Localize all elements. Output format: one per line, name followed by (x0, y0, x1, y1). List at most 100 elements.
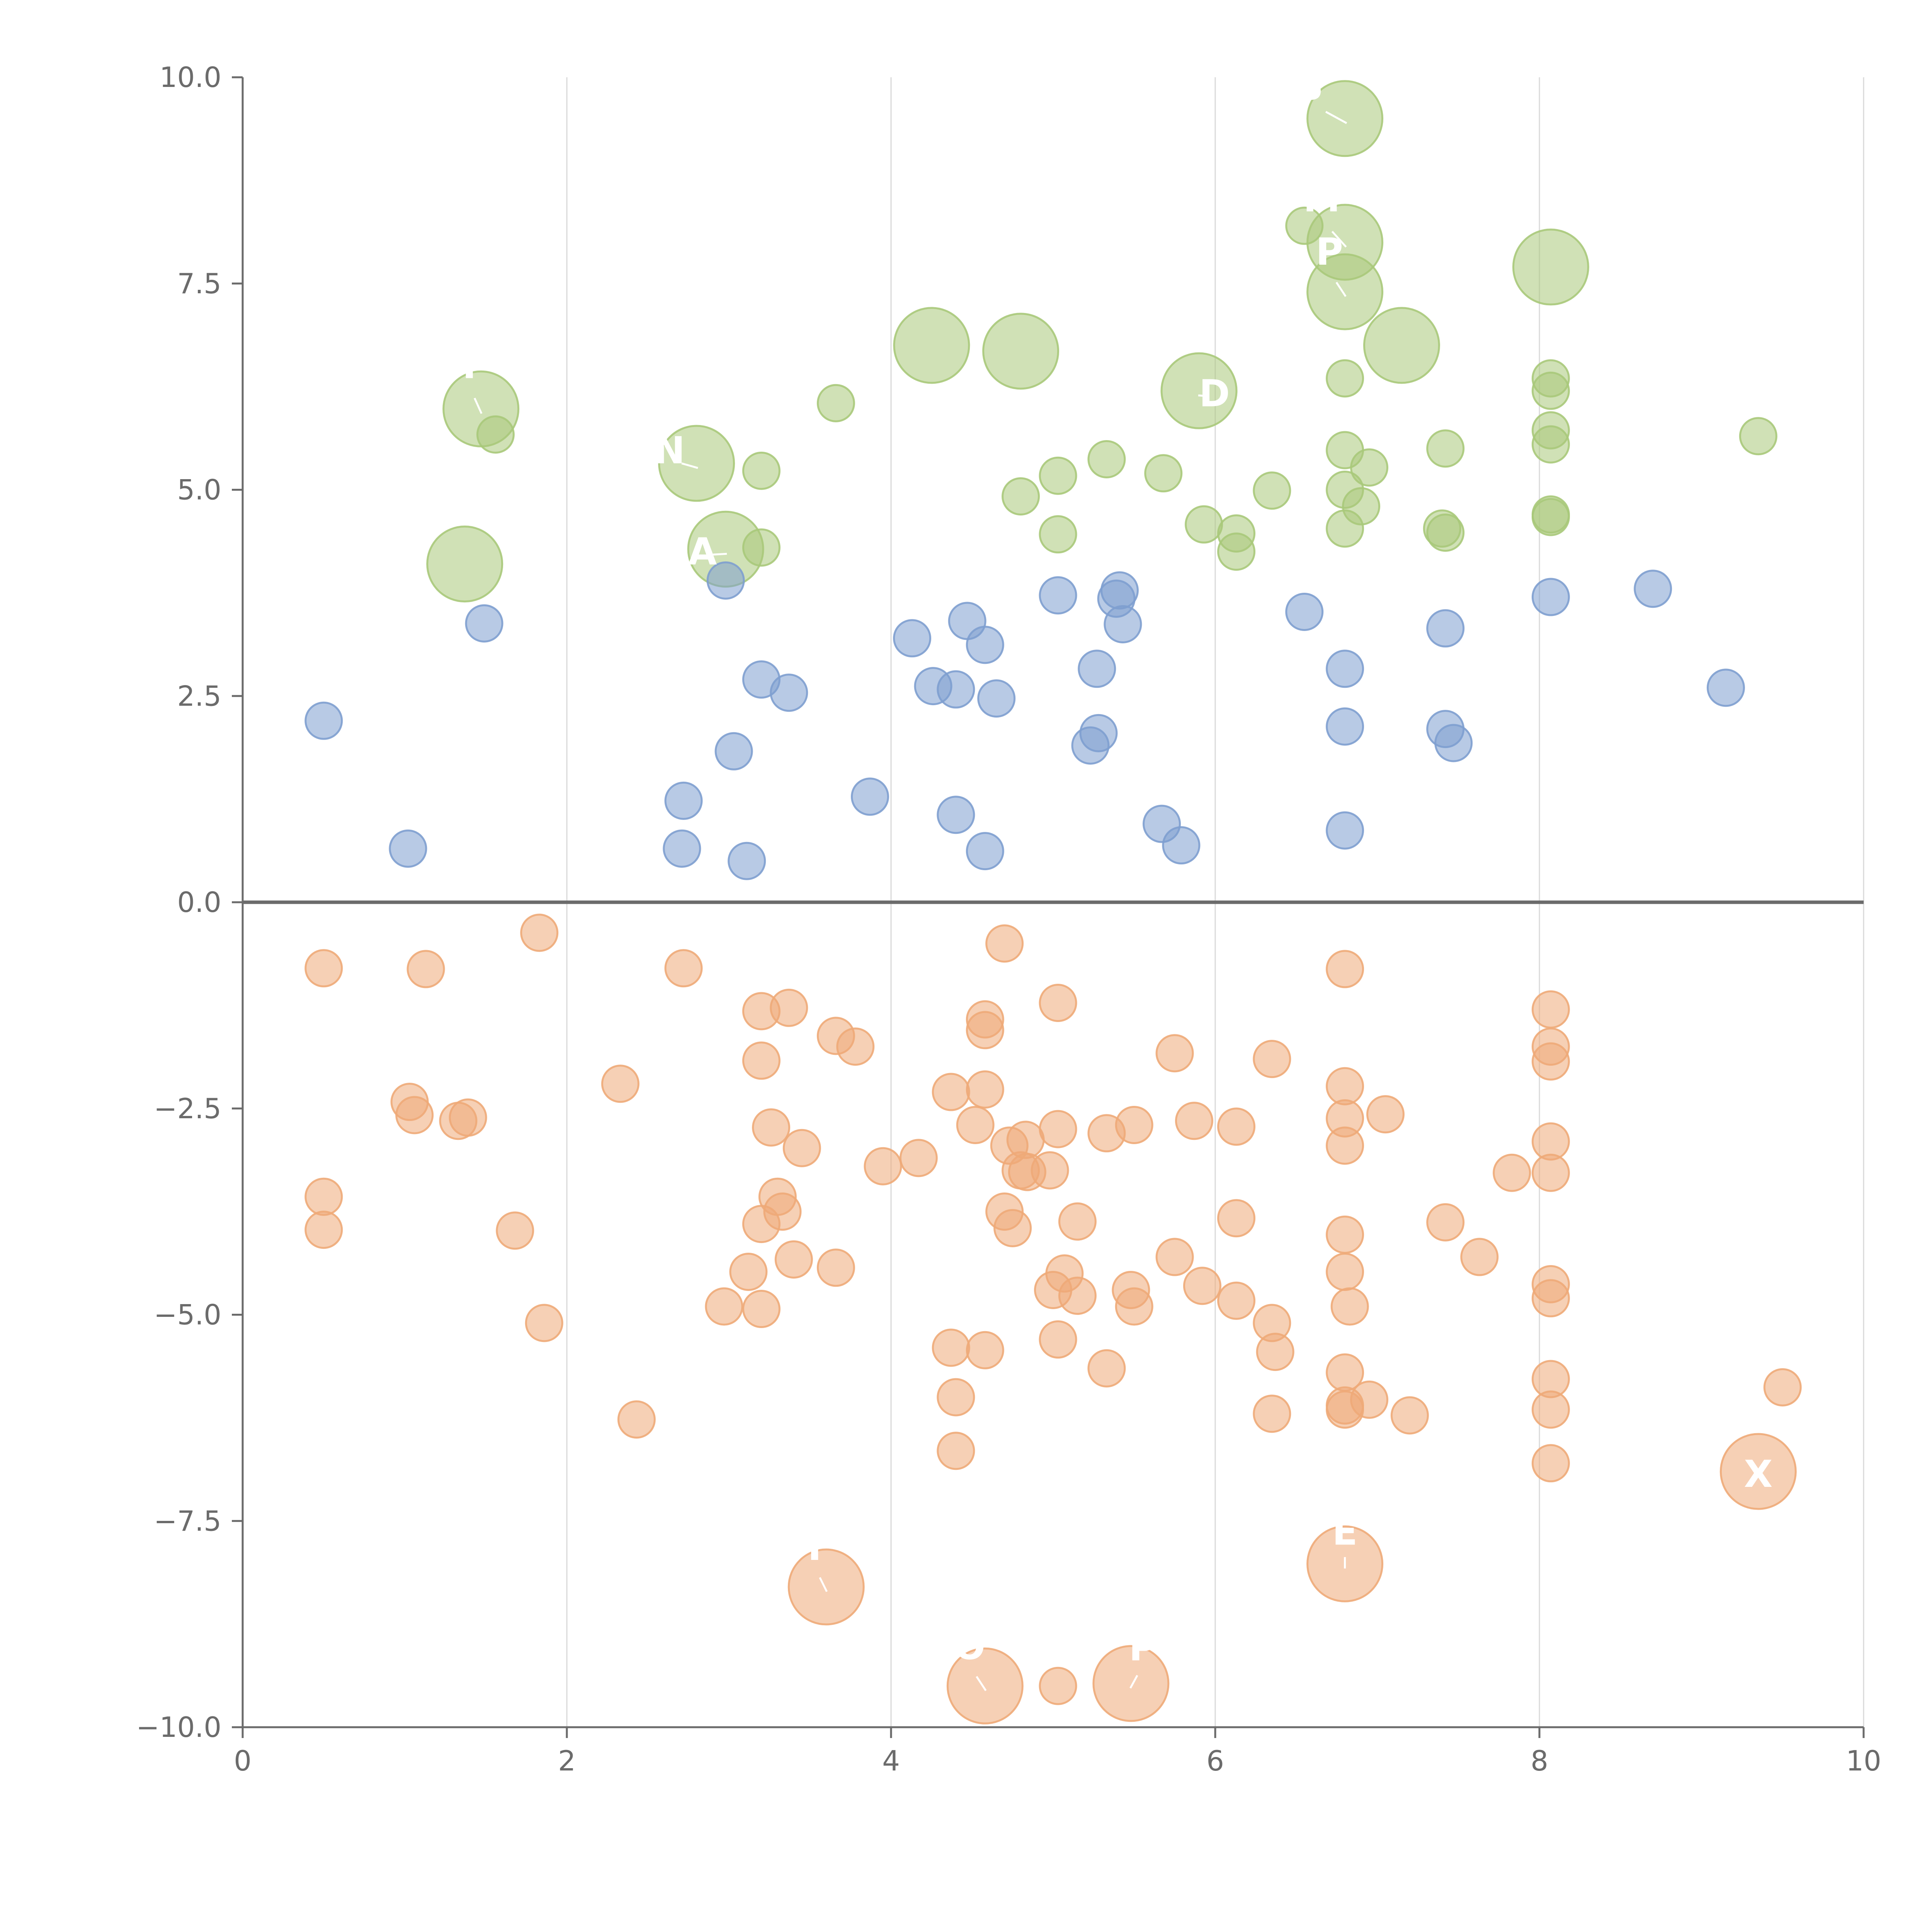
bubble-mid-0 (706, 561, 745, 600)
bubble-mid-5 (1531, 578, 1570, 616)
annotation-label-0: S (1297, 65, 1323, 108)
bubble-low-75 (1115, 1287, 1153, 1326)
bubble-mid-12 (966, 626, 1004, 664)
annotation-label-3: D (1199, 372, 1230, 415)
bubble-mid-10 (1426, 609, 1465, 648)
bubble-low-41 (899, 1139, 938, 1177)
bubble-low-55 (742, 1205, 781, 1243)
bubble-low-34 (1039, 1110, 1077, 1148)
bubble-low-46 (1493, 1153, 1531, 1192)
bubble-low-71 (1058, 1276, 1097, 1315)
bubble-low-54 (1426, 1203, 1465, 1242)
bubble-mid-20 (1706, 668, 1745, 707)
bubble-high-10 (426, 526, 503, 603)
bubble-high-41 (1217, 532, 1256, 571)
bubble-low-29 (1175, 1102, 1213, 1140)
bubble-high-22 (1426, 429, 1465, 468)
annotation-leader-1 (1331, 231, 1347, 248)
bubble-low-93 (1253, 1395, 1291, 1433)
bubble-mid-25 (1071, 726, 1110, 765)
bubble-low-63 (816, 1248, 855, 1287)
annotation-label-10: O (954, 1624, 986, 1668)
bubble-mid-1 (465, 604, 503, 643)
bubble-low-95 (617, 1400, 656, 1439)
bubble-low-96 (937, 1432, 975, 1470)
annotation-leader-4 (473, 398, 483, 414)
bubble-mid-11 (893, 619, 932, 658)
bubble-mid-35 (663, 829, 701, 868)
bubble-high-5 (893, 307, 970, 384)
bubble-high-16 (816, 384, 855, 422)
bubble-low-82 (932, 1328, 970, 1367)
annotation-label-9: Y (801, 1526, 828, 1569)
bubble-low-78 (525, 1304, 563, 1342)
bubble-low-25 (1366, 1095, 1405, 1134)
bubble-mid-36 (966, 832, 1004, 871)
y-tick-label-4: 0.0 (177, 886, 221, 918)
annotation-label-5: N (654, 429, 685, 472)
x-tick-label-2: 4 (882, 1745, 900, 1777)
annotation-label-7: X (1744, 1452, 1772, 1496)
bubble-mid-4 (1039, 576, 1077, 615)
annotation-label-11: P (1129, 1626, 1156, 1669)
axis-layer: 0 2 4 6 8 10 −10.0 −7.5 −5.0 −2.5 0.0 2.5 5.0 7.5 10.0 (136, 61, 1881, 1777)
bubble-low-47 (1531, 1153, 1570, 1192)
bubble-low-64 (1326, 1252, 1364, 1291)
bubble-high-37 (1426, 514, 1465, 552)
bubble-low-39 (1326, 1126, 1364, 1165)
bubble-low-60 (1460, 1238, 1499, 1276)
bubble-low-5 (1326, 950, 1364, 988)
bubble-high-0 (1306, 80, 1384, 157)
bubble-mid-30 (937, 796, 975, 834)
bubble-low-53 (1058, 1202, 1097, 1241)
bubble-low-17 (742, 1041, 781, 1080)
bubble-mid-34 (389, 829, 427, 868)
bubble-high-17 (476, 415, 515, 454)
x-tick-label-3: 6 (1206, 1745, 1224, 1777)
bubble-low-58 (496, 1211, 534, 1250)
bubble-low-6 (1039, 983, 1077, 1022)
bubble-low-48 (304, 1177, 343, 1216)
x-tick-label-5: 10 (1846, 1745, 1881, 1777)
bubble-low-32 (752, 1108, 791, 1147)
bubble-low-33 (1217, 1107, 1256, 1146)
bubble-low-35 (1087, 1114, 1126, 1153)
annotation-leader-3 (1198, 394, 1208, 397)
annotation-leader-2 (1335, 282, 1347, 297)
y-tick-label-7: 7.5 (177, 267, 221, 300)
annotation-label-8: E (1332, 1510, 1358, 1553)
bubble-high-6 (982, 313, 1060, 390)
bubble-high-20 (1531, 425, 1570, 464)
annotation-leader-9 (819, 1577, 828, 1592)
bubble-low-59 (1326, 1215, 1364, 1254)
bubble-low-87 (1763, 1368, 1802, 1406)
bubble-layer (304, 80, 1802, 1725)
bubble-high-36 (1326, 509, 1364, 548)
bubble-mid-26 (1434, 724, 1473, 762)
bubble-high-4 (1363, 307, 1440, 384)
bubble-low-91 (1326, 1390, 1364, 1429)
bubble-mid-29 (664, 781, 703, 820)
bubble-mid-17 (937, 670, 975, 709)
bubble-mid-7 (1285, 592, 1324, 631)
bubble-mid-13 (1078, 650, 1116, 688)
y-tick-label-6: 5.0 (177, 474, 221, 506)
bubble-mid-6 (1634, 570, 1672, 608)
bubble-low-4 (664, 949, 703, 988)
bubble-low-40 (782, 1129, 821, 1167)
bubble-low-81 (1256, 1333, 1294, 1371)
bubble-low-56 (993, 1209, 1032, 1247)
bubble-mid-19 (977, 679, 1016, 718)
bubble-low-42 (864, 1147, 902, 1185)
bubble-low-14 (1155, 1034, 1194, 1073)
bubble-low-21 (966, 1070, 1004, 1109)
annotation-label-6: A (688, 530, 717, 573)
bubble-low-73 (1217, 1281, 1256, 1320)
bubble-high-33 (1531, 498, 1570, 536)
y-tick-label-5: 2.5 (177, 680, 221, 712)
y-tick-label-1: −7.5 (154, 1505, 221, 1537)
annotation-leader-11 (1129, 1675, 1138, 1689)
bubble-high-13 (1326, 359, 1364, 398)
y-tick-label-0: −10.0 (136, 1711, 221, 1743)
annotation-label-2: P (1316, 230, 1343, 274)
